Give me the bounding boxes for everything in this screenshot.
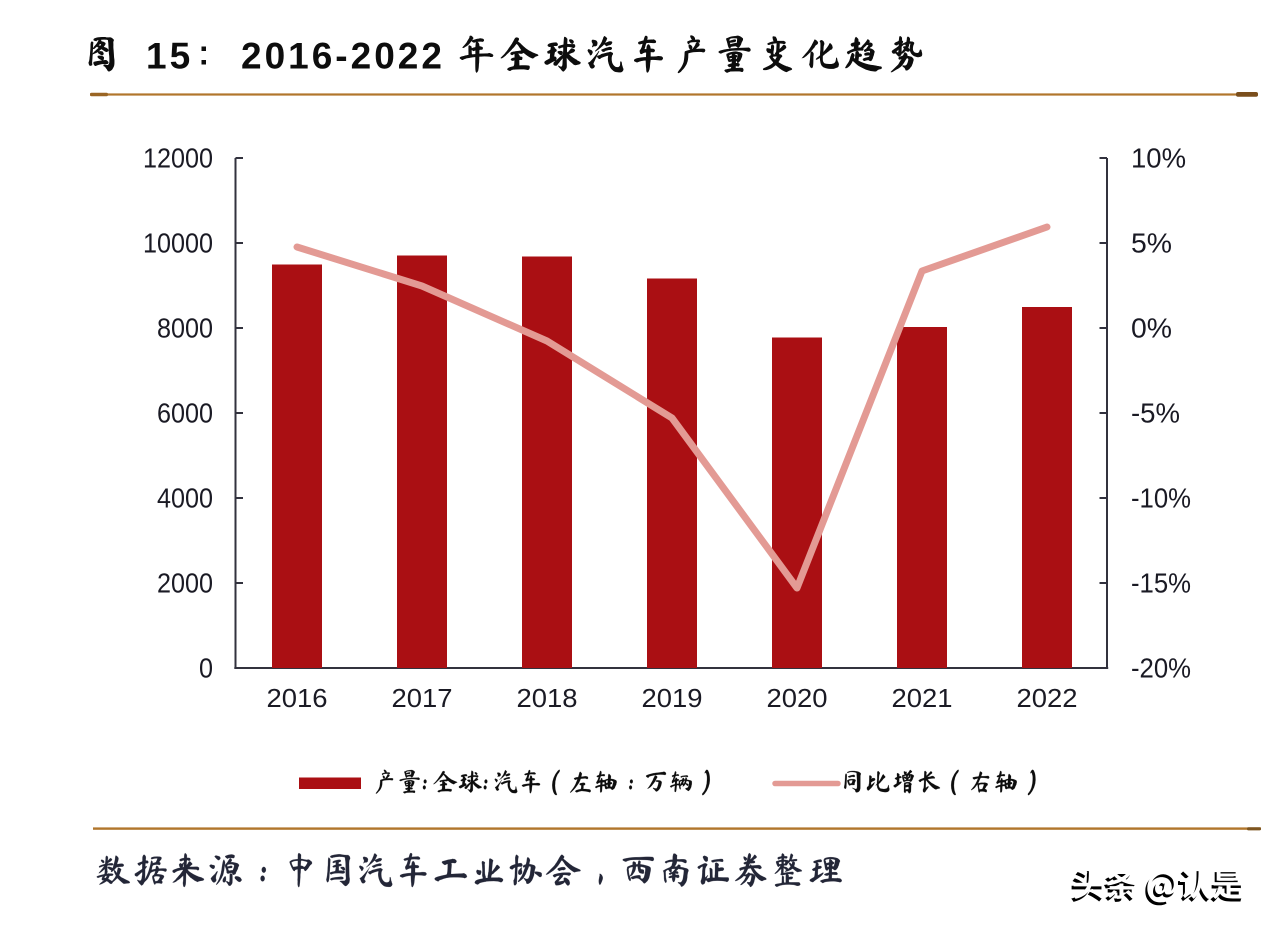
svg-text:0: 0 bbox=[199, 653, 213, 684]
svg-text:2021: 2021 bbox=[892, 683, 953, 713]
svg-text:4000: 4000 bbox=[157, 483, 213, 514]
svg-text:12000: 12000 bbox=[143, 143, 213, 174]
svg-text:5%: 5% bbox=[1131, 228, 1172, 259]
svg-text:6000: 6000 bbox=[157, 398, 213, 429]
svg-text:2018: 2018 bbox=[517, 683, 578, 713]
svg-text:2016: 2016 bbox=[267, 683, 328, 713]
svg-text:2000: 2000 bbox=[157, 568, 213, 599]
svg-text:8000: 8000 bbox=[157, 313, 213, 344]
svg-text:2020: 2020 bbox=[767, 683, 828, 713]
svg-text:15: 15 bbox=[146, 36, 193, 77]
svg-text:10%: 10% bbox=[1131, 143, 1186, 174]
svg-text:2017: 2017 bbox=[392, 683, 453, 713]
svg-text:-10%: -10% bbox=[1131, 483, 1191, 514]
svg-text:0%: 0% bbox=[1131, 313, 1172, 344]
svg-text:10000: 10000 bbox=[143, 228, 213, 259]
svg-text:-15%: -15% bbox=[1131, 568, 1191, 599]
svg-text:2016-2022: 2016-2022 bbox=[241, 36, 445, 77]
svg-text:-5%: -5% bbox=[1131, 398, 1180, 429]
svg-text:2022: 2022 bbox=[1017, 683, 1078, 713]
svg-text:2019: 2019 bbox=[642, 683, 703, 713]
svg-text:-20%: -20% bbox=[1131, 653, 1191, 684]
